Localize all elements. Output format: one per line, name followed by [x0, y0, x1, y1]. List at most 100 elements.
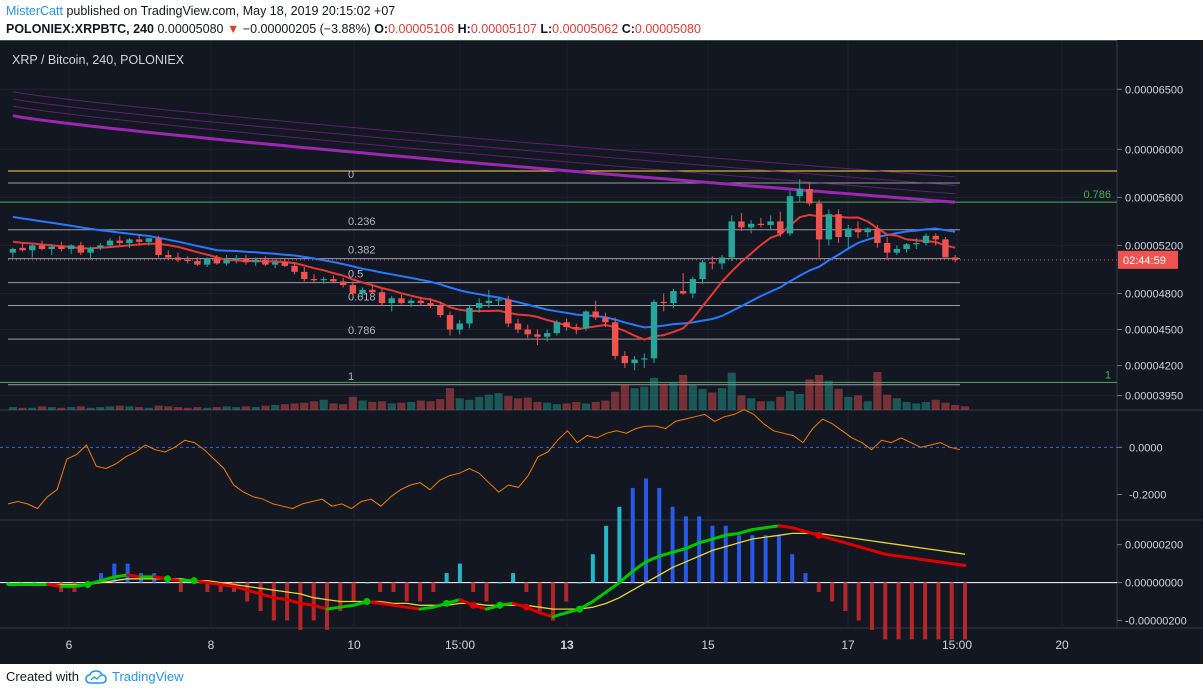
volume-bar [445, 388, 455, 410]
volume-bar [86, 407, 95, 410]
volume-bar [912, 403, 921, 410]
candle-body [650, 301, 658, 359]
candle-body [388, 298, 395, 304]
candle-body [233, 258, 240, 260]
created-with: Created with TradingView [6, 669, 184, 684]
time-tick-label: 15:00 [942, 638, 972, 652]
volume-bar [815, 374, 824, 410]
macd-fast-segment [857, 545, 874, 552]
fib-level-label: 0.786 [348, 325, 376, 337]
price-tick-label: 0.00006500 [1125, 84, 1183, 96]
candle-body [718, 257, 726, 264]
footer: Created with TradingView [0, 664, 1203, 693]
green-level-label: 0.786 [1083, 189, 1111, 201]
candle-body [777, 221, 784, 234]
candle-body [97, 245, 104, 248]
fib-level-label: 0 [348, 169, 354, 181]
chart-title: XRP / Bitcoin, 240, POLONIEX [12, 53, 185, 67]
osc-tick-label: 0.0000 [1129, 442, 1163, 454]
tradingview-link[interactable]: TradingView [112, 669, 184, 684]
volume-bar [348, 396, 357, 410]
macd-histogram-bar [218, 582, 223, 593]
osc-tick-label: -0.2000 [1129, 489, 1166, 501]
current-price-box [1118, 250, 1178, 269]
macd-histogram-bar [431, 582, 436, 593]
green-level-label: 1 [1105, 369, 1111, 381]
author-link[interactable]: MisterCatt [6, 4, 63, 18]
volume-bar [727, 372, 736, 410]
chart-header: MisterCatt published on TradingView.com,… [0, 0, 1203, 40]
macd-histogram-bar [258, 582, 263, 611]
macd-fast-segment [724, 531, 741, 537]
macd-histogram-bar [511, 573, 516, 583]
price-tick-label: 0.00004800 [1125, 288, 1183, 300]
macd-histogram-bar [325, 582, 329, 630]
volume-bar [620, 384, 629, 410]
candle-body [427, 303, 434, 306]
candle-body [67, 245, 75, 250]
candle-body [252, 259, 259, 263]
candle-body [845, 228, 852, 238]
candle-body [466, 307, 473, 324]
fib-level-label: 0.618 [348, 291, 376, 303]
volume-bar [261, 405, 270, 410]
volume-bar [737, 395, 746, 410]
macd-histogram-bar [364, 582, 369, 584]
volume-bar [377, 401, 387, 410]
candle-body [893, 249, 901, 253]
macd-cross-dot [576, 605, 584, 613]
macd-fast-segment [591, 590, 608, 603]
macd-cross-dot [363, 598, 371, 605]
macd-cross-dot [443, 599, 451, 607]
volume-bar [921, 401, 931, 410]
macd-histogram-bar [99, 573, 104, 583]
macd-fast-segment [790, 526, 807, 533]
macd-histogram-bar [630, 487, 635, 583]
candle-body [534, 334, 541, 337]
candle-body [922, 235, 930, 244]
macd-fast-segment [843, 541, 861, 549]
candle-body [437, 305, 444, 316]
candle-body [291, 265, 298, 272]
volume-bar [57, 407, 66, 410]
candle-body [213, 258, 221, 264]
macd-histogram-bar [112, 563, 117, 583]
candle-body [116, 240, 123, 244]
macd-fast-segment [551, 611, 568, 619]
macd-histogram-bar [378, 582, 383, 593]
volume-bar [941, 402, 950, 410]
volume-bar [465, 399, 474, 410]
macd-fast-segment [232, 584, 249, 592]
macd-histogram-bar [763, 535, 768, 583]
ohlc-line: POLONIEX:XRPBTC, 240 0.00005080 ▼ −0.000… [6, 22, 701, 36]
macd-histogram-bar [936, 582, 941, 640]
volume-bar [902, 401, 911, 410]
volume-bar [892, 398, 901, 410]
volume-bar [766, 401, 775, 410]
macd-histogram-bar [471, 582, 476, 593]
candle-body [660, 301, 667, 304]
macd-histogram-bar [723, 525, 728, 583]
macd-fast-segment [99, 575, 116, 583]
macd-fast-segment [604, 581, 621, 594]
volume-bar [407, 401, 416, 410]
macd-histogram-bar [670, 506, 675, 583]
macd-cross-dot [815, 531, 823, 539]
volume-bar [523, 397, 532, 410]
candle-body [951, 257, 959, 260]
candle-body [913, 243, 920, 245]
macd-histogram-bar [165, 582, 170, 584]
published-text: published on TradingView.com, May 18, 20… [66, 4, 396, 18]
candle-body [58, 246, 65, 250]
candle-body [524, 329, 531, 335]
macd-fast-segment [830, 537, 847, 545]
macd-histogram-bar [271, 582, 276, 621]
ma-long-line [12, 91, 956, 178]
macd-histogram-bar [923, 582, 928, 640]
candle-body [165, 255, 172, 258]
candle-body [48, 246, 55, 250]
volume-bar [611, 391, 620, 410]
price-tick-label: 0.00006000 [1125, 144, 1183, 156]
low-value: 0.00005062 [552, 22, 619, 36]
